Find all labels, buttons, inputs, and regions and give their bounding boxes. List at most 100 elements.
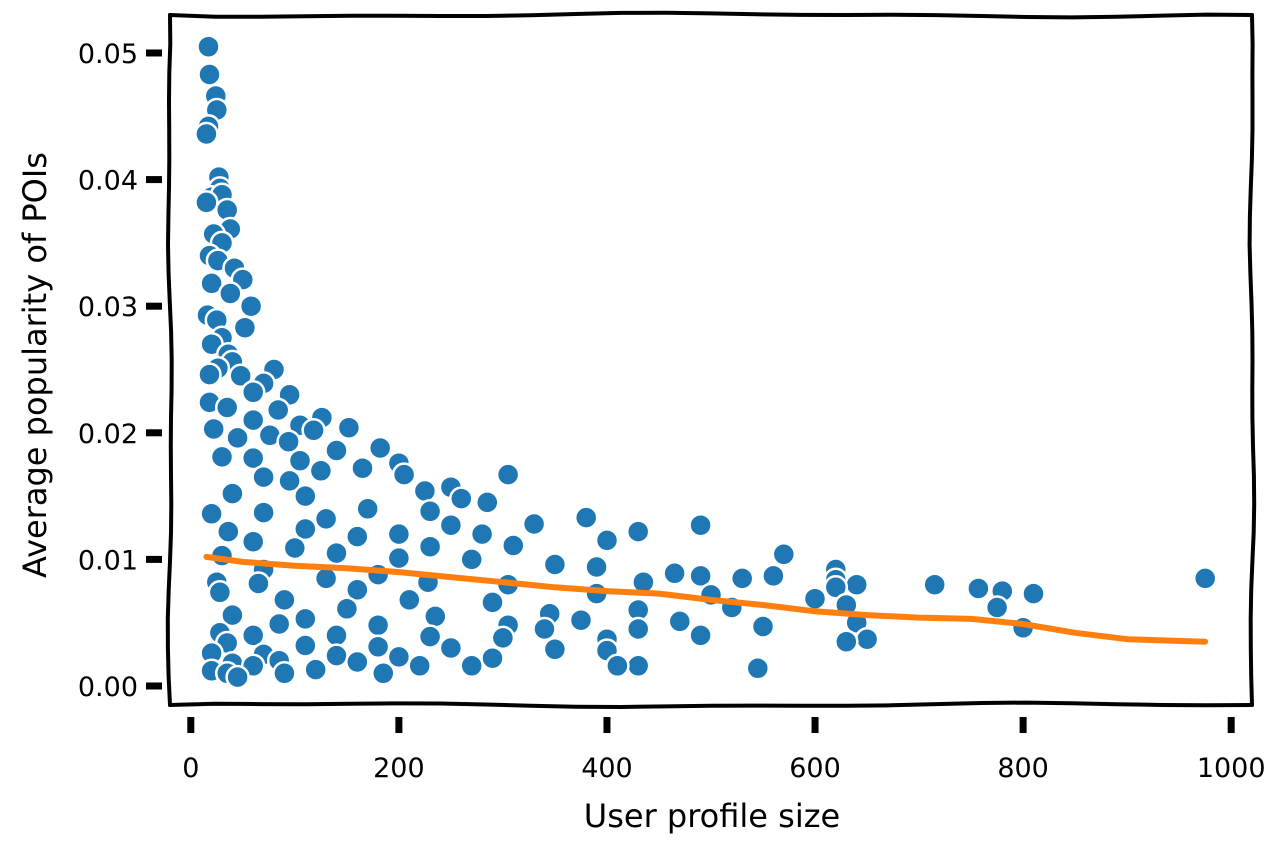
scatter-point	[324, 623, 349, 648]
x-tick-label: 0	[182, 753, 199, 784]
scatter-point	[771, 542, 797, 567]
scatter-point	[313, 506, 339, 532]
scatter-point	[313, 566, 339, 591]
scatter-point	[459, 653, 484, 679]
scatter-point	[688, 563, 713, 589]
scatter-point	[301, 418, 326, 443]
scatter-point	[605, 653, 630, 679]
x-axis-ticks: 0 200 400 600 800 1000	[182, 717, 1266, 784]
scatter-point	[438, 635, 464, 661]
scatter-point	[667, 609, 693, 634]
scatter-point	[238, 293, 264, 319]
scatter-point	[293, 516, 318, 542]
scatter-point	[407, 653, 432, 679]
scatter-point	[272, 661, 297, 686]
scatter-point	[802, 586, 828, 611]
scatter-point	[823, 575, 849, 600]
scatter-point	[246, 571, 271, 596]
scatter-point	[490, 625, 516, 651]
scatter-point	[922, 572, 947, 597]
scatter-point	[625, 616, 651, 642]
x-tick-label: 400	[581, 753, 633, 784]
y-tick-label: 0.04	[78, 166, 138, 197]
scatter-point	[345, 577, 370, 603]
scatter-point	[240, 529, 266, 554]
scatter-point	[220, 602, 245, 628]
scatter-point	[1192, 566, 1218, 591]
scatter-point	[324, 438, 349, 463]
scatter-point	[386, 644, 412, 670]
scatter-point	[197, 362, 222, 387]
scatter-point	[251, 500, 276, 525]
scatter-point	[218, 281, 243, 306]
scatter-point	[532, 616, 557, 642]
scatter-point	[308, 458, 334, 484]
y-tick-label: 0.00	[78, 672, 138, 703]
scatter-point	[287, 448, 313, 473]
scatter-point	[568, 607, 594, 633]
scatter-point	[745, 656, 771, 681]
scatter-point	[324, 643, 349, 668]
scatter-point	[984, 595, 1010, 620]
scatter-point	[194, 190, 219, 215]
scatter-point	[391, 462, 417, 487]
scatter-point	[303, 657, 328, 682]
scatter-point	[1021, 581, 1046, 606]
scatter-point	[277, 468, 302, 494]
scatter-point	[365, 562, 391, 587]
scatter-point	[216, 519, 241, 544]
x-tick-label: 1000	[1197, 753, 1266, 784]
x-tick-label: 200	[373, 753, 425, 784]
x-axis-label: User profile size	[584, 797, 840, 835]
scatter-point	[240, 380, 266, 405]
scatter-point	[854, 626, 880, 652]
scatter-point	[662, 561, 687, 586]
scatter-point	[324, 540, 349, 566]
y-tick-label: 0.05	[78, 39, 138, 70]
x-tick-label: 600	[789, 753, 841, 784]
y-tick-label: 0.03	[78, 292, 138, 323]
scatter-point	[417, 534, 443, 559]
scatter-point	[386, 545, 412, 571]
y-axis-label: Average popularity of POIs	[16, 152, 54, 578]
scatter-point	[688, 623, 713, 648]
scatter-point	[225, 664, 250, 690]
y-tick-label: 0.01	[78, 545, 138, 576]
scatter-point	[495, 462, 521, 487]
scatter-point	[438, 512, 464, 538]
scatter-point	[386, 521, 412, 547]
scatter-point	[367, 435, 393, 461]
scatter-point	[417, 624, 443, 649]
scatter-point	[266, 611, 292, 637]
scatter-point	[251, 464, 276, 490]
y-axis-ticks: 0.00 0.01 0.02 0.03 0.04 0.05	[78, 39, 162, 703]
scatter-point	[417, 499, 443, 524]
scatter-point	[334, 596, 360, 622]
scatter-point	[834, 629, 859, 654]
scatter-points	[194, 34, 1218, 690]
scatter-point	[412, 478, 438, 504]
y-tick-label: 0.02	[78, 419, 138, 450]
scatter-point	[449, 486, 474, 511]
scatter-point	[521, 511, 547, 537]
scatter-point	[475, 490, 500, 515]
scatter-point	[265, 397, 291, 423]
scatter-point	[240, 407, 266, 433]
scatter-point	[625, 653, 651, 679]
scatter-point	[345, 524, 370, 549]
scatter-point	[355, 496, 380, 522]
scatter-point	[501, 533, 526, 558]
frame-left	[165, 13, 174, 707]
scatter-point	[293, 606, 318, 632]
scatter-point	[750, 614, 776, 639]
frame-top	[168, 10, 1254, 20]
scatter-point	[365, 634, 391, 660]
scatter-point	[573, 505, 599, 530]
scatter-point	[201, 416, 226, 442]
scatter-point	[584, 554, 609, 580]
scatter-point	[729, 566, 755, 591]
scatter-point	[625, 519, 651, 544]
scatter-point	[469, 521, 495, 547]
